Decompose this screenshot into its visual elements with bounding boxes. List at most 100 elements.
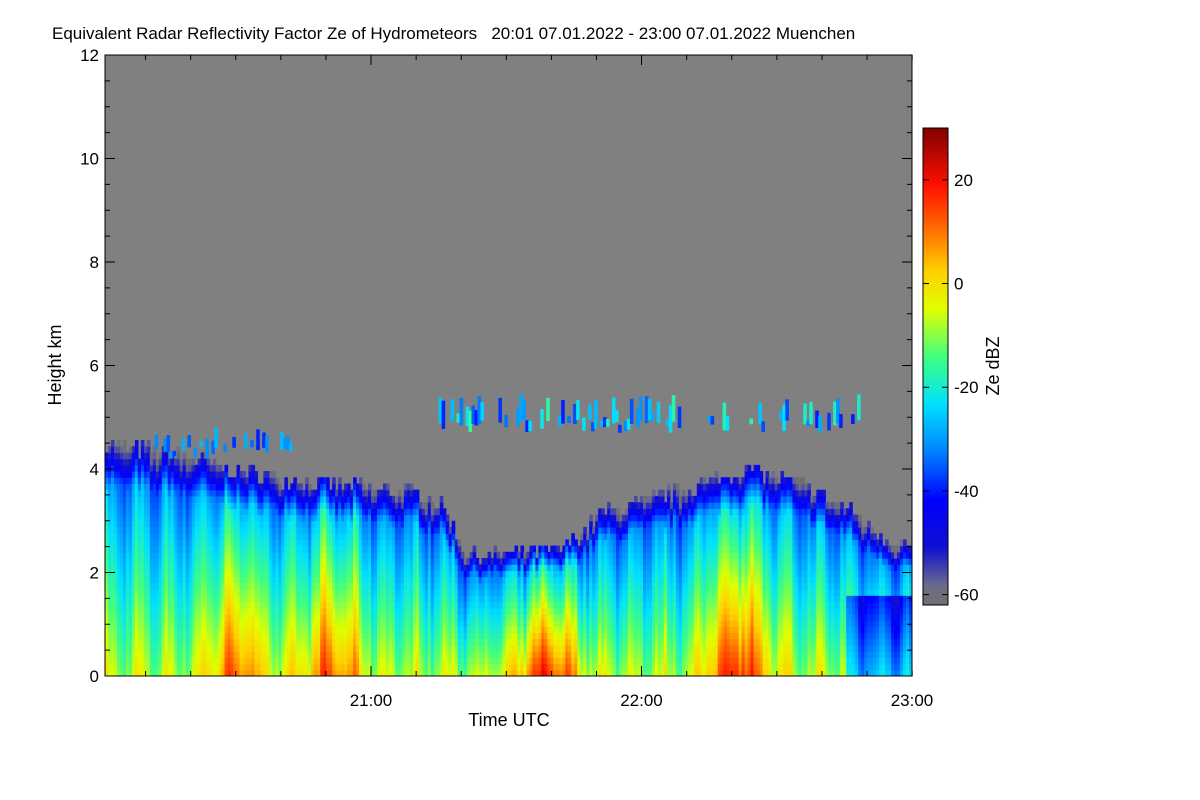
ze-cell bbox=[185, 607, 190, 615]
ze-cell bbox=[105, 558, 109, 565]
ze-cell bbox=[532, 576, 536, 584]
ze-cell bbox=[263, 632, 267, 640]
ze-cell bbox=[499, 570, 504, 578]
ze-cell bbox=[107, 495, 112, 503]
ze-cell bbox=[379, 601, 384, 609]
ze-cell bbox=[400, 551, 405, 559]
ze-cell bbox=[532, 570, 536, 578]
ze-cell bbox=[397, 533, 402, 540]
ze-cell bbox=[269, 607, 273, 615]
ze-cell bbox=[520, 558, 525, 565]
ze-cell bbox=[412, 533, 417, 540]
ze-cell bbox=[341, 595, 345, 603]
ze-cell bbox=[131, 657, 136, 665]
ze-cell bbox=[535, 626, 539, 634]
ze-cell bbox=[362, 638, 366, 646]
ze-cell bbox=[589, 669, 593, 676]
ze-cell bbox=[469, 669, 474, 676]
ze-cell bbox=[260, 502, 265, 509]
ze-cell bbox=[439, 644, 444, 652]
ze-cell bbox=[565, 620, 569, 627]
ze-cell bbox=[439, 564, 444, 572]
ze-cell bbox=[146, 533, 151, 540]
ze-cell bbox=[197, 533, 202, 540]
ze-cell bbox=[490, 601, 495, 609]
ze-cell bbox=[299, 669, 303, 676]
ze-cell bbox=[347, 620, 351, 627]
ze-cell bbox=[239, 539, 244, 547]
ze-cell bbox=[568, 595, 572, 603]
ze-cell bbox=[122, 589, 127, 596]
ze-cell bbox=[460, 644, 465, 652]
ze-cell bbox=[182, 558, 187, 565]
ze-cell bbox=[173, 514, 178, 522]
ze-cell bbox=[107, 582, 112, 590]
ze-cell bbox=[439, 495, 444, 503]
ze-cell bbox=[278, 545, 282, 553]
ze-cell bbox=[242, 514, 247, 522]
ze-cell bbox=[227, 502, 232, 509]
ze-cell bbox=[439, 595, 444, 603]
ze-cell bbox=[412, 657, 417, 665]
ze-cell bbox=[119, 495, 124, 503]
ze-cell bbox=[185, 533, 190, 540]
ze-cell bbox=[158, 657, 163, 665]
ze-cell bbox=[131, 452, 136, 460]
ze-cell bbox=[188, 644, 193, 652]
ze-cell bbox=[242, 471, 247, 478]
ze-cell bbox=[251, 576, 256, 584]
ze-cell bbox=[206, 564, 211, 572]
ze-cell bbox=[239, 551, 244, 559]
ze-cell bbox=[308, 644, 312, 652]
ze-cell bbox=[616, 545, 620, 553]
ze-cell bbox=[562, 551, 566, 559]
ze-cell bbox=[137, 514, 142, 522]
ze-cell bbox=[236, 669, 241, 676]
ze-cell bbox=[176, 601, 181, 609]
ze-cell bbox=[338, 582, 342, 590]
ze-cell bbox=[302, 632, 306, 640]
ze-cell bbox=[439, 620, 444, 627]
ze-cell bbox=[604, 663, 608, 671]
ze-cell bbox=[266, 514, 270, 522]
ze-cell bbox=[356, 589, 360, 596]
ze-cell bbox=[257, 620, 262, 627]
ze-cell bbox=[284, 514, 288, 522]
ze-cell bbox=[239, 582, 244, 590]
ze-cell bbox=[161, 663, 166, 671]
ze-cell bbox=[484, 589, 489, 596]
ze-cell bbox=[158, 576, 163, 584]
ze-cell bbox=[356, 607, 360, 615]
ze-cell bbox=[248, 495, 253, 503]
ze-cell bbox=[209, 489, 214, 497]
ze-cell bbox=[248, 657, 253, 665]
ze-cell bbox=[140, 576, 145, 584]
ze-cell bbox=[472, 632, 477, 640]
ze-cell bbox=[490, 620, 495, 627]
ze-cell bbox=[188, 464, 193, 472]
ze-cell bbox=[284, 601, 288, 609]
ze-cell bbox=[203, 626, 208, 634]
ze-cell bbox=[272, 495, 276, 503]
ze-cell bbox=[152, 520, 157, 528]
ze-cell bbox=[212, 526, 217, 534]
ze-cell bbox=[374, 607, 378, 615]
ze-cell bbox=[610, 632, 614, 640]
ze-cell bbox=[403, 489, 408, 497]
ze-cell bbox=[562, 651, 566, 658]
ze-cell bbox=[436, 626, 441, 634]
ze-cell bbox=[427, 526, 432, 534]
ze-cell bbox=[329, 595, 333, 603]
ze-cell bbox=[269, 613, 273, 621]
ze-cell bbox=[580, 607, 584, 615]
ze-cell bbox=[344, 582, 348, 590]
ze-cell bbox=[305, 626, 309, 634]
ze-cell bbox=[105, 613, 109, 621]
ze-cell bbox=[119, 663, 124, 671]
ze-cell bbox=[400, 514, 405, 522]
ze-cell bbox=[604, 589, 608, 596]
ze-cell bbox=[221, 589, 226, 596]
ze-cell bbox=[397, 570, 402, 578]
ze-cell bbox=[302, 558, 306, 565]
ze-cell bbox=[149, 458, 154, 466]
